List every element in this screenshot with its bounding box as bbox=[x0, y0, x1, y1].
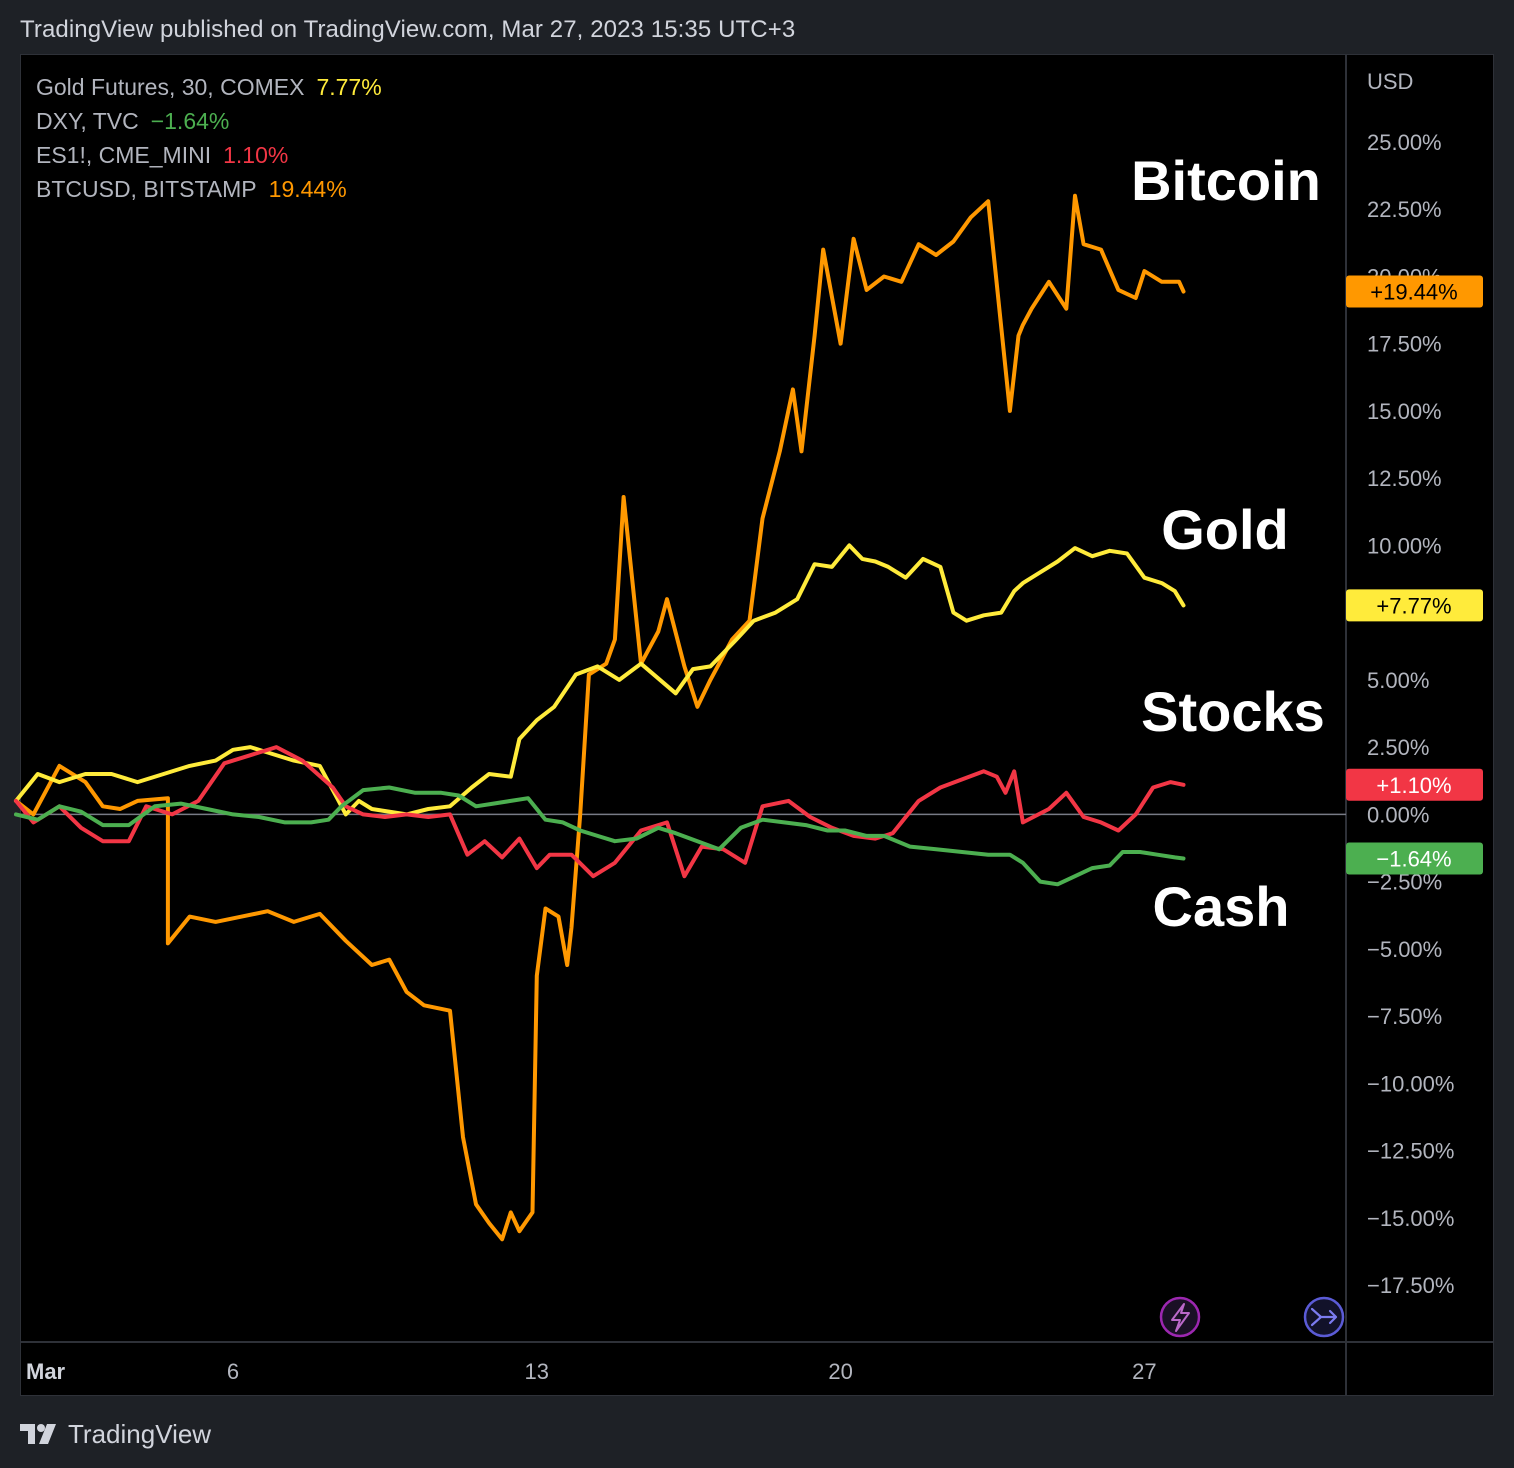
y-tick-label: 15.00% bbox=[1367, 399, 1442, 424]
dxy-last-badge bbox=[1346, 842, 1483, 875]
annotation-stocks: Stocks bbox=[1141, 680, 1325, 743]
y-tick-label: 10.00% bbox=[1367, 533, 1442, 558]
legend-symbol-name: Gold Futures, 30, COMEX bbox=[36, 74, 305, 100]
footer-brand-text: TradingView bbox=[68, 1418, 212, 1449]
legend-symbol-name: BTCUSD, BITSTAMP bbox=[36, 176, 257, 202]
y-tick-label: −12.50% bbox=[1367, 1139, 1454, 1164]
legend-value: 19.44% bbox=[268, 176, 347, 202]
x-tick-label: 20 bbox=[828, 1359, 852, 1384]
y-tick-label: −10.00% bbox=[1367, 1071, 1454, 1096]
dxy-line[interactable] bbox=[14, 785, 1186, 887]
y-tick-label: 22.50% bbox=[1367, 197, 1442, 222]
legend-value: 1.10% bbox=[223, 142, 289, 168]
gold-last-badge-text: +7.77% bbox=[1376, 593, 1451, 618]
es1-last-badge-text: +1.10% bbox=[1376, 773, 1451, 798]
legend-value: −1.64% bbox=[150, 108, 230, 134]
legend-item[interactable]: DXY, TVC −1.64% bbox=[36, 104, 382, 138]
y-tick-label: 25.00% bbox=[1367, 130, 1442, 155]
y-tick-label: −17.50% bbox=[1367, 1273, 1454, 1298]
x-tick-label: 13 bbox=[525, 1359, 549, 1384]
btcusd-last-badge bbox=[1346, 275, 1483, 308]
tradingview-logo[interactable]: TradingView bbox=[20, 1418, 211, 1450]
legend-item[interactable]: BTCUSD, BITSTAMP 19.44% bbox=[36, 172, 382, 206]
tradingview-logo-icon bbox=[20, 1424, 56, 1444]
legend-symbol-name: DXY, TVC bbox=[36, 108, 139, 134]
x-tick-label: 27 bbox=[1132, 1359, 1156, 1384]
btcusd-last-badge-text: +19.44% bbox=[1370, 280, 1457, 305]
price-axis-currency[interactable]: USD bbox=[1367, 69, 1413, 94]
x-tick-label: Mar bbox=[26, 1359, 66, 1384]
legend-item[interactable]: Gold Futures, 30, COMEX 7.77% bbox=[36, 70, 382, 104]
y-tick-label: −15.00% bbox=[1367, 1206, 1454, 1231]
y-tick-label: −7.50% bbox=[1367, 1004, 1442, 1029]
annotation-cash: Cash bbox=[1153, 875, 1290, 938]
es1-last-badge bbox=[1346, 768, 1483, 801]
legend-item[interactable]: ES1!, CME_MINI 1.10% bbox=[36, 138, 382, 172]
y-tick-label: 12.50% bbox=[1367, 466, 1442, 491]
dxy-last-badge-text: −1.64% bbox=[1376, 846, 1451, 871]
es1-line[interactable] bbox=[14, 745, 1186, 879]
y-tick-label: 2.50% bbox=[1367, 735, 1429, 760]
y-tick-label: 5.00% bbox=[1367, 668, 1429, 693]
lightning-icon[interactable] bbox=[1159, 1296, 1201, 1338]
legend: Gold Futures, 30, COMEX 7.77% DXY, TVC −1.6… bbox=[36, 70, 382, 206]
annotation-bitcoin: Bitcoin bbox=[1131, 149, 1321, 212]
y-tick-label: 0.00% bbox=[1367, 802, 1429, 827]
y-tick-label: 17.50% bbox=[1367, 332, 1442, 357]
gold-last-badge bbox=[1346, 589, 1483, 622]
annotation-gold: Gold bbox=[1161, 498, 1289, 561]
x-tick-label: 6 bbox=[227, 1359, 239, 1384]
btcusd-line[interactable] bbox=[14, 193, 1186, 1242]
legend-value: 7.77% bbox=[316, 74, 382, 100]
gold-line[interactable] bbox=[14, 543, 1186, 817]
legend-symbol-name: ES1!, CME_MINI bbox=[36, 142, 212, 168]
y-tick-label: −5.00% bbox=[1367, 937, 1442, 962]
jump-to-realtime-icon[interactable] bbox=[1303, 1296, 1345, 1338]
chart-panel[interactable] bbox=[20, 54, 1494, 1396]
published-header: TradingView published on TradingView.com… bbox=[20, 16, 796, 43]
